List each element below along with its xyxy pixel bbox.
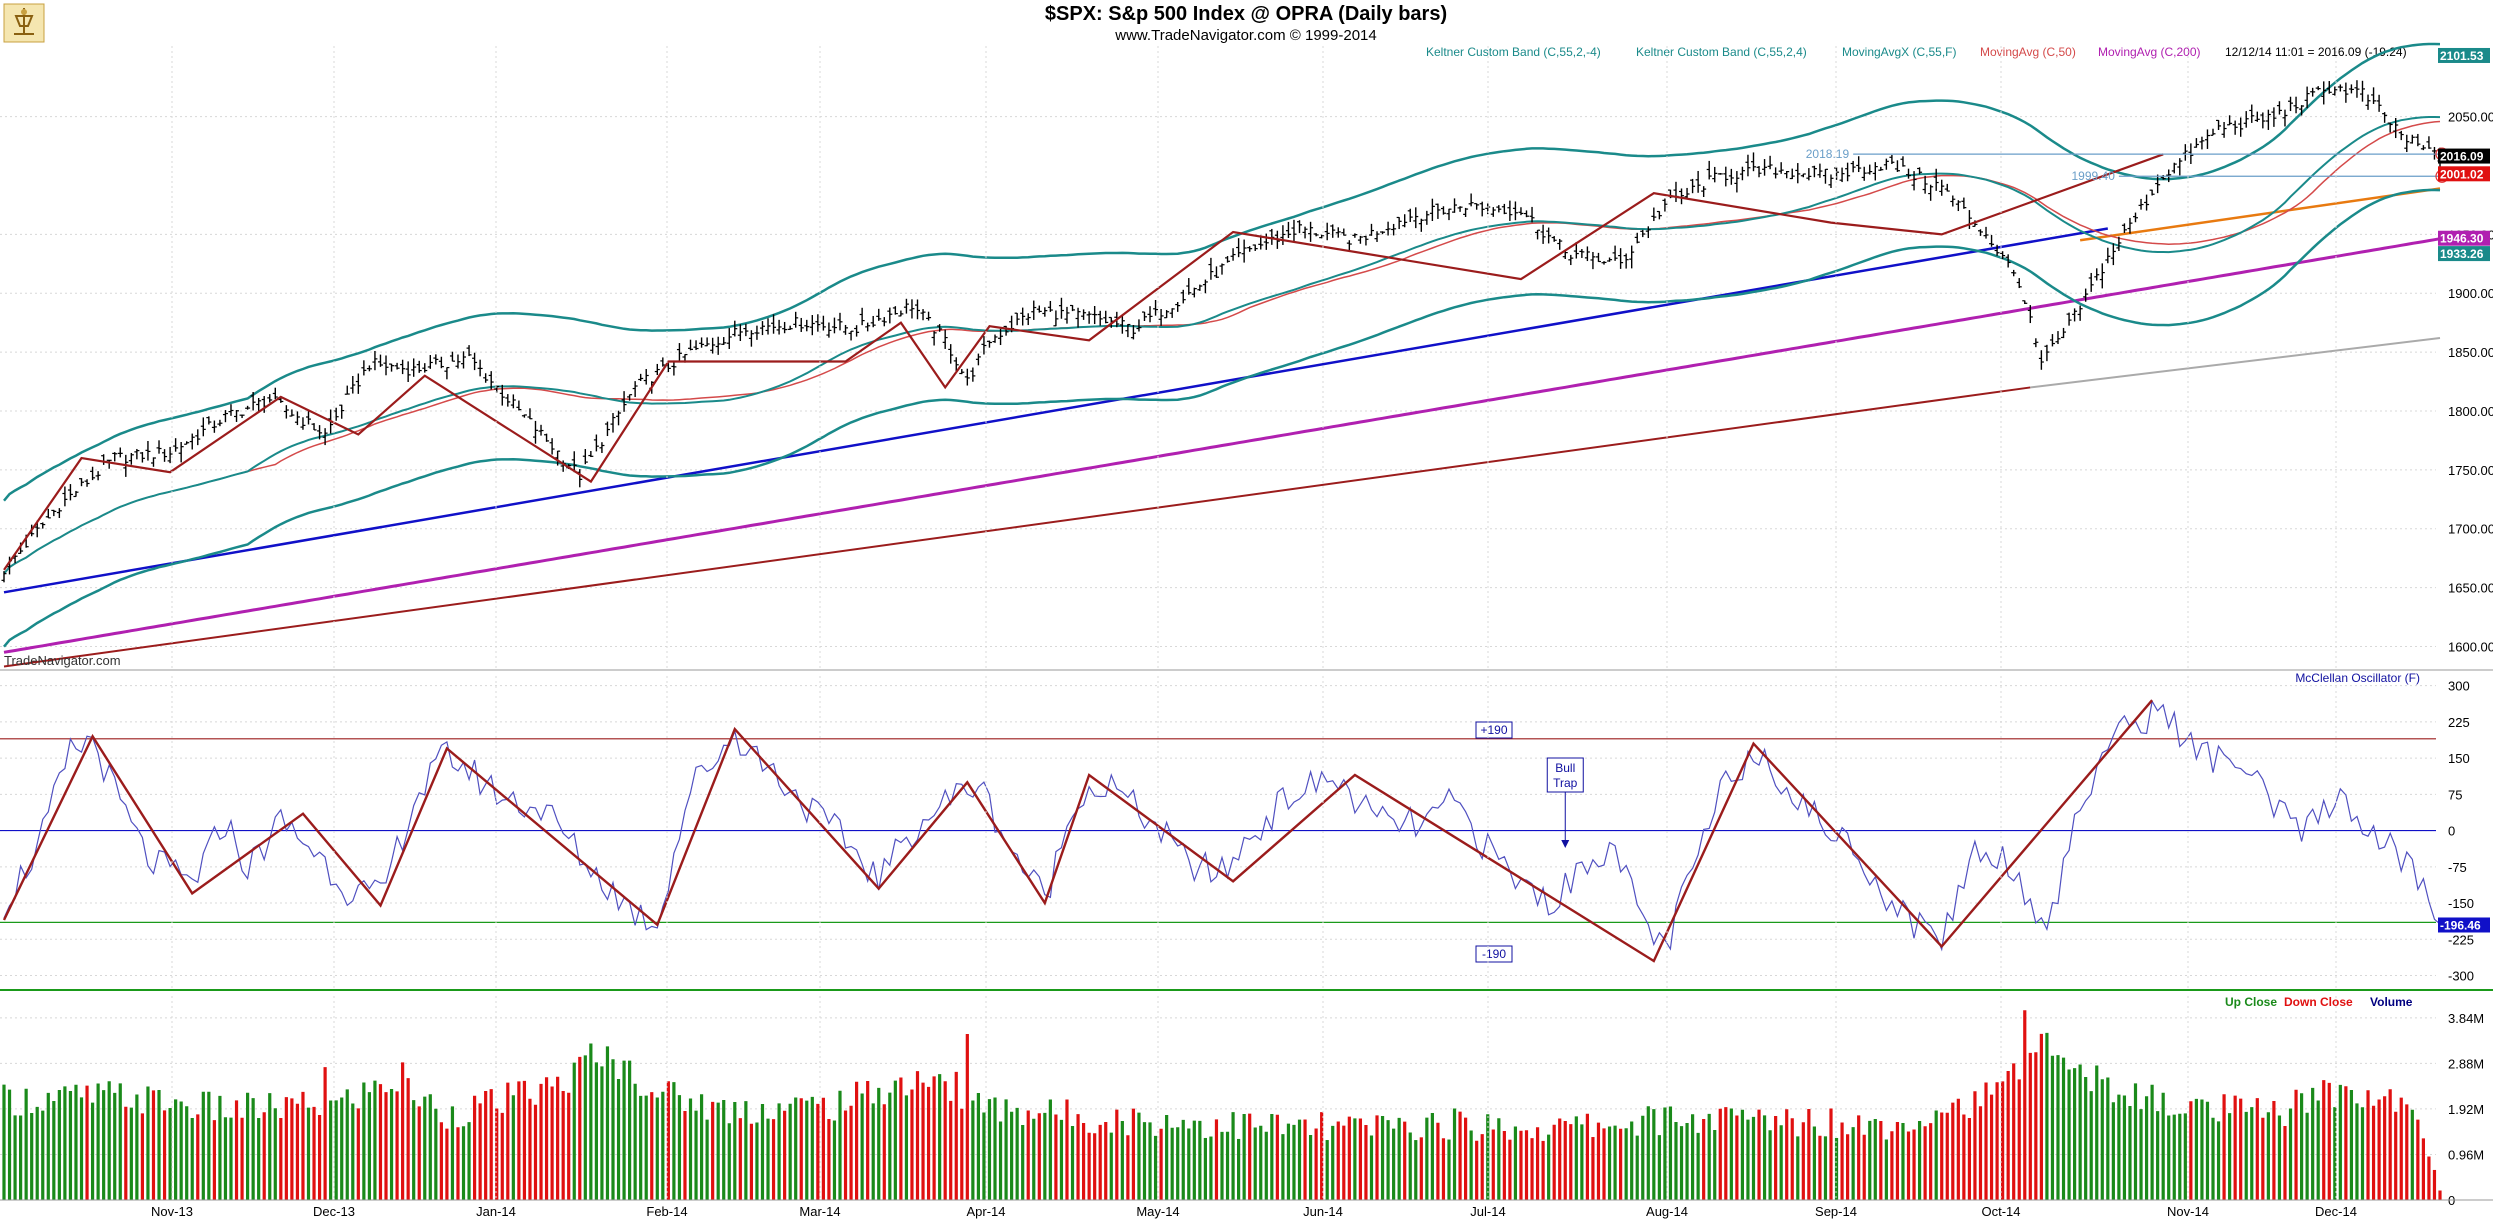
osc-tick-label: -150 <box>2448 896 2474 911</box>
date-tick-label: Aug-14 <box>1646 1204 1688 1219</box>
ma50-line <box>3 120 2441 575</box>
date-tick-label: Nov-13 <box>151 1204 193 1219</box>
date-tick-label: Feb-14 <box>646 1204 687 1219</box>
watermark: TradeNavigator.com <box>4 653 121 668</box>
tradenavigator-logo-icon[interactable] <box>3 3 45 43</box>
osc-tick-label: -300 <box>2448 969 2474 984</box>
arrow-head-icon <box>1561 840 1570 848</box>
legend-entry: Keltner Custom Band (C,55,2,-4) <box>1426 45 1601 59</box>
oscillator-zigzag <box>2 699 2154 963</box>
date-tick-label: Apr-14 <box>966 1204 1005 1219</box>
price-tick-label: 1850.00 <box>2448 345 2493 360</box>
value-tag <box>2438 246 2490 262</box>
volume-legend-entry: Down Close <box>2284 995 2353 1009</box>
value-tag <box>2438 148 2490 164</box>
price-tick-label: 1600.00 <box>2448 639 2493 654</box>
oscillator-line <box>3 699 2441 952</box>
osc-value-tag <box>2438 917 2490 933</box>
osc-tick-label: 150 <box>2448 751 2470 766</box>
value-tag <box>2438 47 2490 63</box>
osc-level-box <box>1475 721 1513 739</box>
osc-value-tag-label: -196.46 <box>2440 918 2481 932</box>
chart-title: $SPX: S&p 500 Index @ OPRA (Daily bars) <box>1045 3 1447 25</box>
legend-entry: MovingAvg (C,200) <box>2098 45 2201 59</box>
volume-tick-label: 2.88M <box>2448 1056 2484 1071</box>
bull-trap-label: Bull <box>1555 761 1575 775</box>
price-tick-label: 2050.00 <box>2448 110 2493 125</box>
value-tag-label: 2101.53 <box>2440 49 2484 63</box>
osc-level-label: -190 <box>1482 947 1506 961</box>
short-trendline <box>2079 187 2441 242</box>
legend-entry: MovingAvgX (C,55,F) <box>1842 45 1957 59</box>
chart-subtitle: www.TradeNavigator.com © 1999-2014 <box>1114 27 1376 44</box>
osc-tick-label: -75 <box>2448 860 2467 875</box>
date-tick-label: Jul-14 <box>1470 1204 1505 1219</box>
price-tick-label: 1800.00 <box>2448 404 2493 419</box>
value-tag-label: 1933.26 <box>2440 247 2484 261</box>
osc-tick-label: 0 <box>2448 824 2455 839</box>
keltner-lower-band <box>3 188 2441 648</box>
date-tick-label: Dec-13 <box>313 1204 355 1219</box>
price-tick-label: 1650.00 <box>2448 581 2493 596</box>
legend-entry: Keltner Custom Band (C,55,2,4) <box>1636 45 1807 59</box>
osc-level-label: +190 <box>1480 723 1507 737</box>
trendline-extension <box>2030 336 2441 389</box>
legend-entry: MovingAvg (C,50) <box>1980 45 2076 59</box>
long-trendline <box>3 386 2031 668</box>
price-swing-lines <box>3 153 2164 571</box>
date-tick-label: Mar-14 <box>799 1204 840 1219</box>
volume-legend-entry: Volume <box>2370 995 2413 1009</box>
date-axis: Nov-13 Dec-13 Jan-14 Feb-14 Mar-14 Apr-14 May-… <box>0 1199 2493 1219</box>
volume-tick-label: 0.96M <box>2448 1147 2484 1162</box>
value-tag-label: 2016.09 <box>2440 150 2484 164</box>
price-tick-label: 1900.00 <box>2448 286 2493 301</box>
volume-legend-entry: Up Close <box>2225 995 2277 1009</box>
date-tick-label: May-14 <box>1136 1204 1179 1219</box>
osc-tick-label: 300 <box>2448 679 2470 694</box>
volume-tick-label: 3.84M <box>2448 1011 2484 1026</box>
date-tick-label: Jun-14 <box>1303 1204 1343 1219</box>
ma200-line <box>3 237 2441 654</box>
level-label: 2018.19 <box>1806 147 1850 161</box>
oscillator-panel: 300 225 150 75 0 -75 -150 -225 -300 McClellan Osc… <box>0 671 2493 991</box>
osc-level-box <box>1475 945 1513 963</box>
osc-tick-label: 75 <box>2448 787 2462 802</box>
date-tick-label: Jan-14 <box>476 1204 516 1219</box>
level-label: 1999.40 <box>2072 169 2116 183</box>
price-panel: 2050.001950.001900.001850.001800.001750.… <box>0 42 2493 671</box>
value-tag <box>2438 230 2490 246</box>
date-tick-label: Sep-14 <box>1815 1204 1857 1219</box>
value-tag-label: 1946.30 <box>2440 232 2484 246</box>
value-tag-label: 2001.02 <box>2440 167 2484 181</box>
price-tick-label: 1700.00 <box>2448 522 2493 537</box>
support-trendline <box>3 227 2109 594</box>
osc-legend: McClellan Oscillator (F) <box>2295 671 2420 685</box>
volume-tick-label: 1.92M <box>2448 1102 2484 1117</box>
date-tick-label: Oct-14 <box>1981 1204 2020 1219</box>
date-tick-label: Nov-14 <box>2167 1204 2209 1219</box>
osc-tick-label: -225 <box>2448 932 2474 947</box>
bull-trap-label: Trap <box>1553 776 1578 790</box>
quote-readout: 12/12/14 11:01 = 2016.09 (-19.24) <box>2225 45 2407 59</box>
osc-tick-label: 225 <box>2448 715 2470 730</box>
date-tick-label: Dec-14 <box>2315 1204 2357 1219</box>
value-tag <box>2438 166 2490 182</box>
price-tick-label: 1750.00 <box>2448 463 2493 478</box>
